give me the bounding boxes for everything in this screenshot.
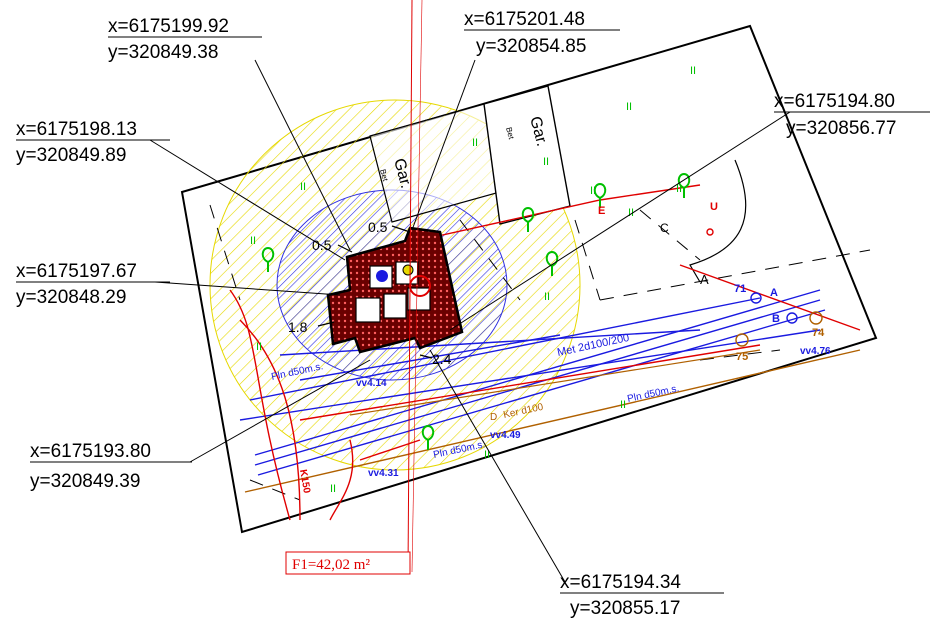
svg-text:II: II bbox=[484, 449, 490, 461]
coord-x: x=6175201.48 bbox=[464, 9, 585, 30]
well-marker bbox=[376, 270, 388, 282]
point-labels: 71 74 75 A A B C U E bbox=[598, 201, 825, 363]
dimension-label: 0.5 bbox=[368, 219, 388, 235]
point-letter: C bbox=[660, 221, 669, 235]
svg-text:II: II bbox=[472, 137, 478, 149]
coord-x: x=6175198.13 bbox=[16, 119, 137, 140]
coord-y: y=320848.29 bbox=[16, 287, 126, 308]
reference-line-2 bbox=[411, 0, 423, 573]
dimension-label: 0.5 bbox=[312, 237, 332, 253]
coord-y: y=320849.39 bbox=[30, 471, 140, 492]
point-letter: B bbox=[772, 313, 780, 325]
svg-text:II: II bbox=[628, 207, 634, 219]
dimension-label: 2.4 bbox=[432, 351, 452, 367]
point-letter: E bbox=[598, 205, 605, 217]
svg-text:II: II bbox=[676, 183, 682, 195]
dimension-label: 1.8 bbox=[288, 319, 308, 335]
coord-y: y=320856.77 bbox=[786, 118, 896, 139]
garage-material-label: Bet bbox=[378, 168, 390, 183]
point-letter: A bbox=[770, 287, 778, 299]
coordinate-label-2: x=6175201.48 y=320854.85 bbox=[464, 9, 620, 57]
svg-text:II: II bbox=[626, 101, 632, 113]
coordinate-label-7: x=6175194.34 y=320855.17 bbox=[560, 572, 724, 619]
elevation-label: vv4.14 bbox=[356, 378, 387, 389]
coord-y: y=320855.17 bbox=[570, 598, 680, 619]
svg-text:II: II bbox=[300, 181, 306, 193]
area-label-box bbox=[285, 551, 411, 575]
svg-text:II: II bbox=[250, 235, 256, 247]
utility-markers bbox=[706, 228, 823, 347]
pipe-label: K150 bbox=[297, 469, 312, 495]
coord-x: x=6175194.80 bbox=[774, 91, 895, 112]
coord-x: x=6175197.67 bbox=[16, 261, 137, 282]
coord-y: y=320849.38 bbox=[108, 42, 218, 63]
svg-text:II: II bbox=[590, 185, 596, 197]
coordinate-label-3: x=6175198.13 y=320849.89 bbox=[16, 119, 170, 166]
coord-x: x=6175194.34 bbox=[560, 572, 681, 593]
dashed-lot-lines bbox=[209, 204, 871, 501]
area-label: F1=42,02 m² bbox=[292, 557, 370, 573]
svg-text:II: II bbox=[544, 291, 550, 303]
point-letter: U bbox=[710, 201, 718, 213]
coordinate-label-5: x=6175197.67 y=320848.29 bbox=[16, 261, 170, 308]
garage-material-label: Bet bbox=[504, 126, 516, 141]
coordinate-label-4: x=6175194.80 y=320856.77 bbox=[774, 91, 930, 139]
elevation-label: vv4.49 bbox=[490, 430, 521, 441]
pipe-label: D bbox=[490, 412, 497, 423]
svg-text:II: II bbox=[543, 156, 549, 168]
well-marker-2 bbox=[402, 264, 414, 276]
elevation-label: vv4.31 bbox=[368, 468, 399, 479]
brown-utility-line-2 bbox=[349, 349, 761, 416]
coordinate-label-6: x=6175193.80 y=320849.39 bbox=[30, 441, 192, 492]
coord-y: y=320854.85 bbox=[476, 36, 586, 57]
coord-x: x=6175199.92 bbox=[108, 16, 229, 37]
svg-text:II: II bbox=[330, 483, 336, 495]
road-edge bbox=[689, 159, 747, 283]
grass-marks: II II II II II II II II II II II II II II bbox=[250, 65, 696, 495]
brown-utility-line bbox=[244, 349, 861, 493]
leader-lines bbox=[149, 59, 791, 583]
svg-text:II: II bbox=[256, 341, 262, 353]
svg-text:II: II bbox=[620, 399, 626, 411]
point-number: 71 bbox=[734, 283, 746, 295]
point-number: 75 bbox=[736, 351, 748, 363]
coord-y: y=320849.89 bbox=[16, 145, 126, 166]
point-number: 74 bbox=[812, 327, 825, 339]
coord-x: x=6175193.80 bbox=[30, 441, 151, 462]
svg-text:II: II bbox=[690, 65, 696, 77]
elevation-label: vv4.76 bbox=[800, 346, 831, 357]
reference-line bbox=[407, 0, 413, 573]
coordinate-label-1: x=6175199.92 y=320849.38 bbox=[108, 16, 262, 63]
dimension-ticks bbox=[317, 225, 433, 359]
dimension-labels: 0.5 0.5 1.8 2.4 bbox=[288, 219, 452, 367]
point-letter: A bbox=[700, 272, 709, 287]
